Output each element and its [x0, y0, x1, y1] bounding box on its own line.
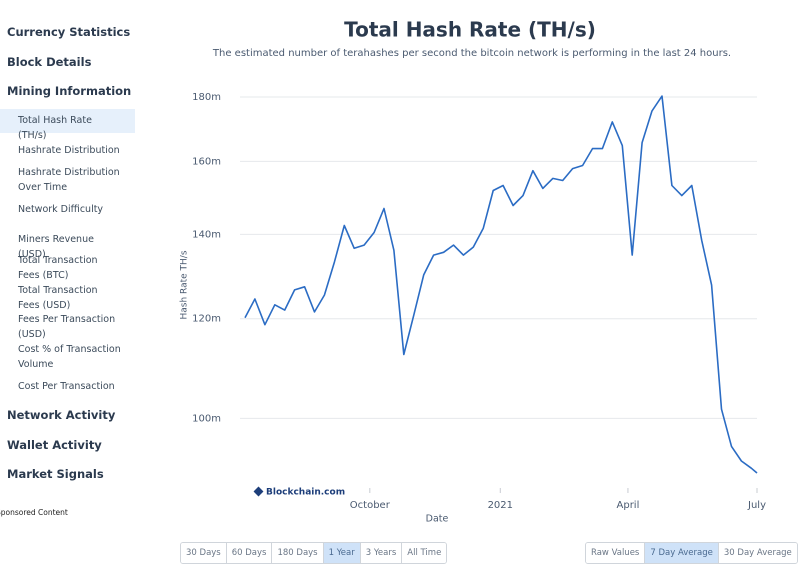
line-series	[244, 95, 758, 474]
toggle-button[interactable]: All Time	[402, 543, 447, 563]
average-buttons: Raw Values 7 Day Average 30 Day Average	[585, 542, 798, 564]
watermark-logo	[253, 486, 264, 497]
chart-subtitle: The estimated number of terahashes per s…	[212, 48, 731, 59]
nav-heading[interactable]: Block Details	[7, 55, 92, 69]
x-tick-label: April	[617, 500, 640, 511]
toggle-button[interactable]: 180 Days	[272, 543, 324, 563]
toggle-button[interactable]: Raw Values	[586, 543, 646, 563]
nav-heading[interactable]: Currency Statistics	[7, 25, 131, 39]
range-buttons: 30 Days 60 Days 180 Days 1 Year 3 Years All T…	[180, 542, 448, 564]
nav-item[interactable]: Hashrate Distribution Over Time	[18, 167, 120, 193]
toggle-button[interactable]: 30 Days	[181, 543, 227, 563]
y-tick-label: 180m	[192, 92, 221, 103]
y-tick-label: 140m	[192, 229, 221, 240]
x-tick-label: 2021	[488, 500, 513, 511]
y-tick-label: 100m	[192, 413, 221, 424]
toggle-button[interactable]: 1 Year	[323, 543, 361, 563]
y-tick-label: 120m	[192, 314, 221, 325]
toggle-button[interactable]: 3 Years	[360, 543, 403, 563]
nav-item[interactable]: Network Difficulty	[18, 204, 104, 215]
sponsored-link[interactable]: Sponsored Content	[0, 508, 68, 517]
y-axis-title: Hash Rate TH/s	[180, 250, 190, 319]
nav-item[interactable]: Hashrate Distribution	[18, 145, 120, 156]
watermark: Blockchain.com	[266, 488, 345, 498]
nav-heading[interactable]: Wallet Activity	[7, 438, 102, 452]
x-axis-title: Date	[426, 514, 449, 525]
nav-heading[interactable]: Network Activity	[7, 408, 116, 422]
nav-item[interactable]: Miners Revenue (USD)	[18, 234, 94, 260]
x-tick-label: October	[350, 500, 391, 511]
toggle-button[interactable]: 30 Day Average	[718, 543, 797, 563]
nav-item[interactable]: Total Transaction Fees (USD)	[18, 285, 98, 311]
toggle-button[interactable]: 7 Day Average	[645, 543, 719, 563]
nav-item[interactable]: Fees Per Transaction (USD)	[18, 314, 116, 340]
toggle-button[interactable]: 60 Days	[226, 543, 273, 563]
nav-item[interactable]: Total Transaction Fees (BTC)	[18, 255, 98, 281]
x-tick-label: July	[747, 500, 766, 511]
y-tick-label: 160m	[192, 156, 221, 167]
nav-item[interactable]: Cost Per Transaction	[18, 381, 115, 392]
nav-heading[interactable]: Market Signals	[7, 467, 104, 481]
chart-title: Total Hash Rate (TH/s)	[344, 18, 596, 42]
nav-item[interactable]: Cost % of Transaction Volume	[18, 344, 121, 370]
nav-heading[interactable]: Mining Information	[7, 84, 132, 98]
nav-item-active[interactable]: Total Hash Rate (TH/s)	[0, 109, 135, 141]
